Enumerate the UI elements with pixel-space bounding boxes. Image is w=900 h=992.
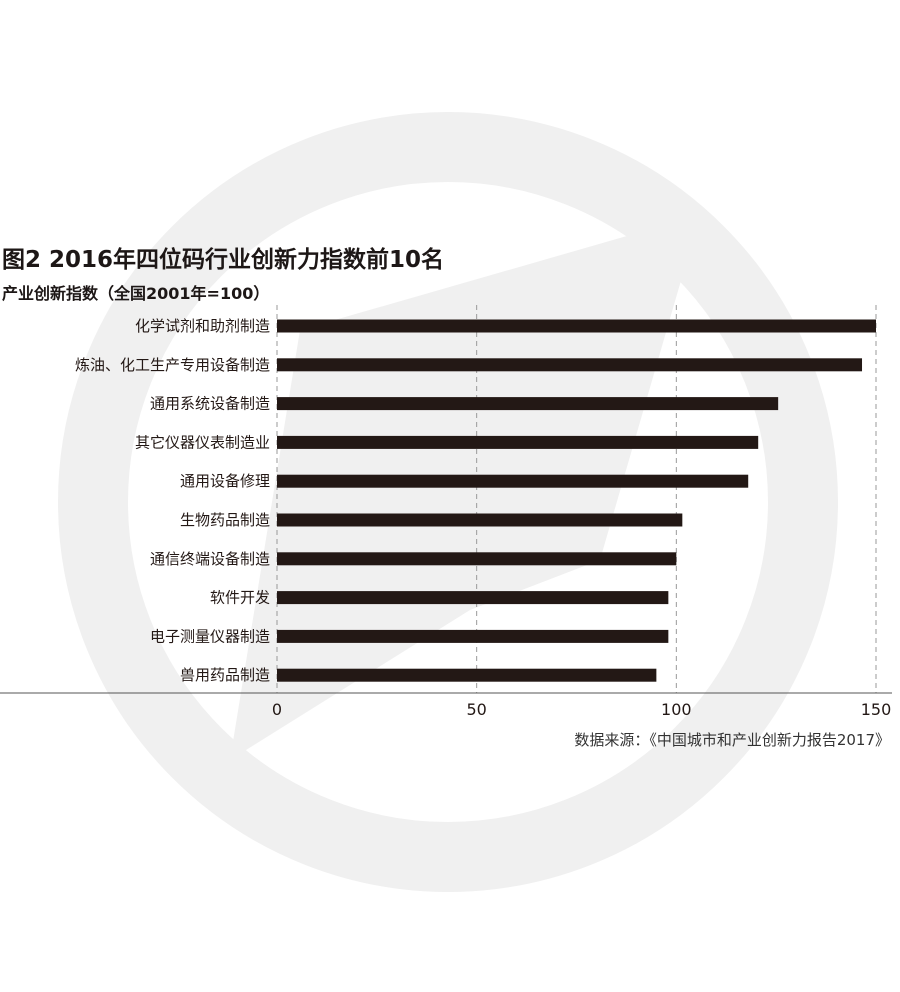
bar: [277, 629, 669, 643]
chart-subtitle: 产业创新指数（全国2001年=100）: [2, 284, 270, 303]
x-tick-label: 150: [861, 700, 892, 719]
x-tick-label: 100: [661, 700, 692, 719]
bar: [277, 319, 876, 333]
category-label: 通用系统设备制造: [150, 395, 270, 413]
x-tick-label: 50: [466, 700, 486, 719]
category-label: 通用设备修理: [180, 472, 270, 490]
category-label: 软件开发: [210, 589, 270, 607]
bar: [277, 513, 683, 527]
bar: [277, 668, 657, 682]
bar: [277, 358, 863, 372]
chart-title: 图2 2016年四位码行业创新力指数前10名: [2, 247, 445, 273]
category-label: 化学试剂和助剂制造: [135, 317, 270, 335]
bar: [277, 591, 669, 605]
bar: [277, 552, 677, 566]
bar: [277, 474, 749, 488]
category-label: 兽用药品制造: [180, 666, 270, 684]
bar: [277, 435, 759, 449]
category-label: 电子测量仪器制造: [150, 627, 270, 645]
category-label: 炼油、化工生产专用设备制造: [75, 356, 270, 374]
category-label: 其它仪器仪表制造业: [135, 433, 270, 451]
data-source: 数据来源：《中国城市和产业创新力报告2017》: [574, 731, 890, 749]
bar: [277, 397, 779, 411]
category-label: 生物药品制造: [180, 511, 270, 529]
x-tick-label: 0: [272, 700, 282, 719]
category-label: 通信终端设备制造: [150, 550, 270, 568]
